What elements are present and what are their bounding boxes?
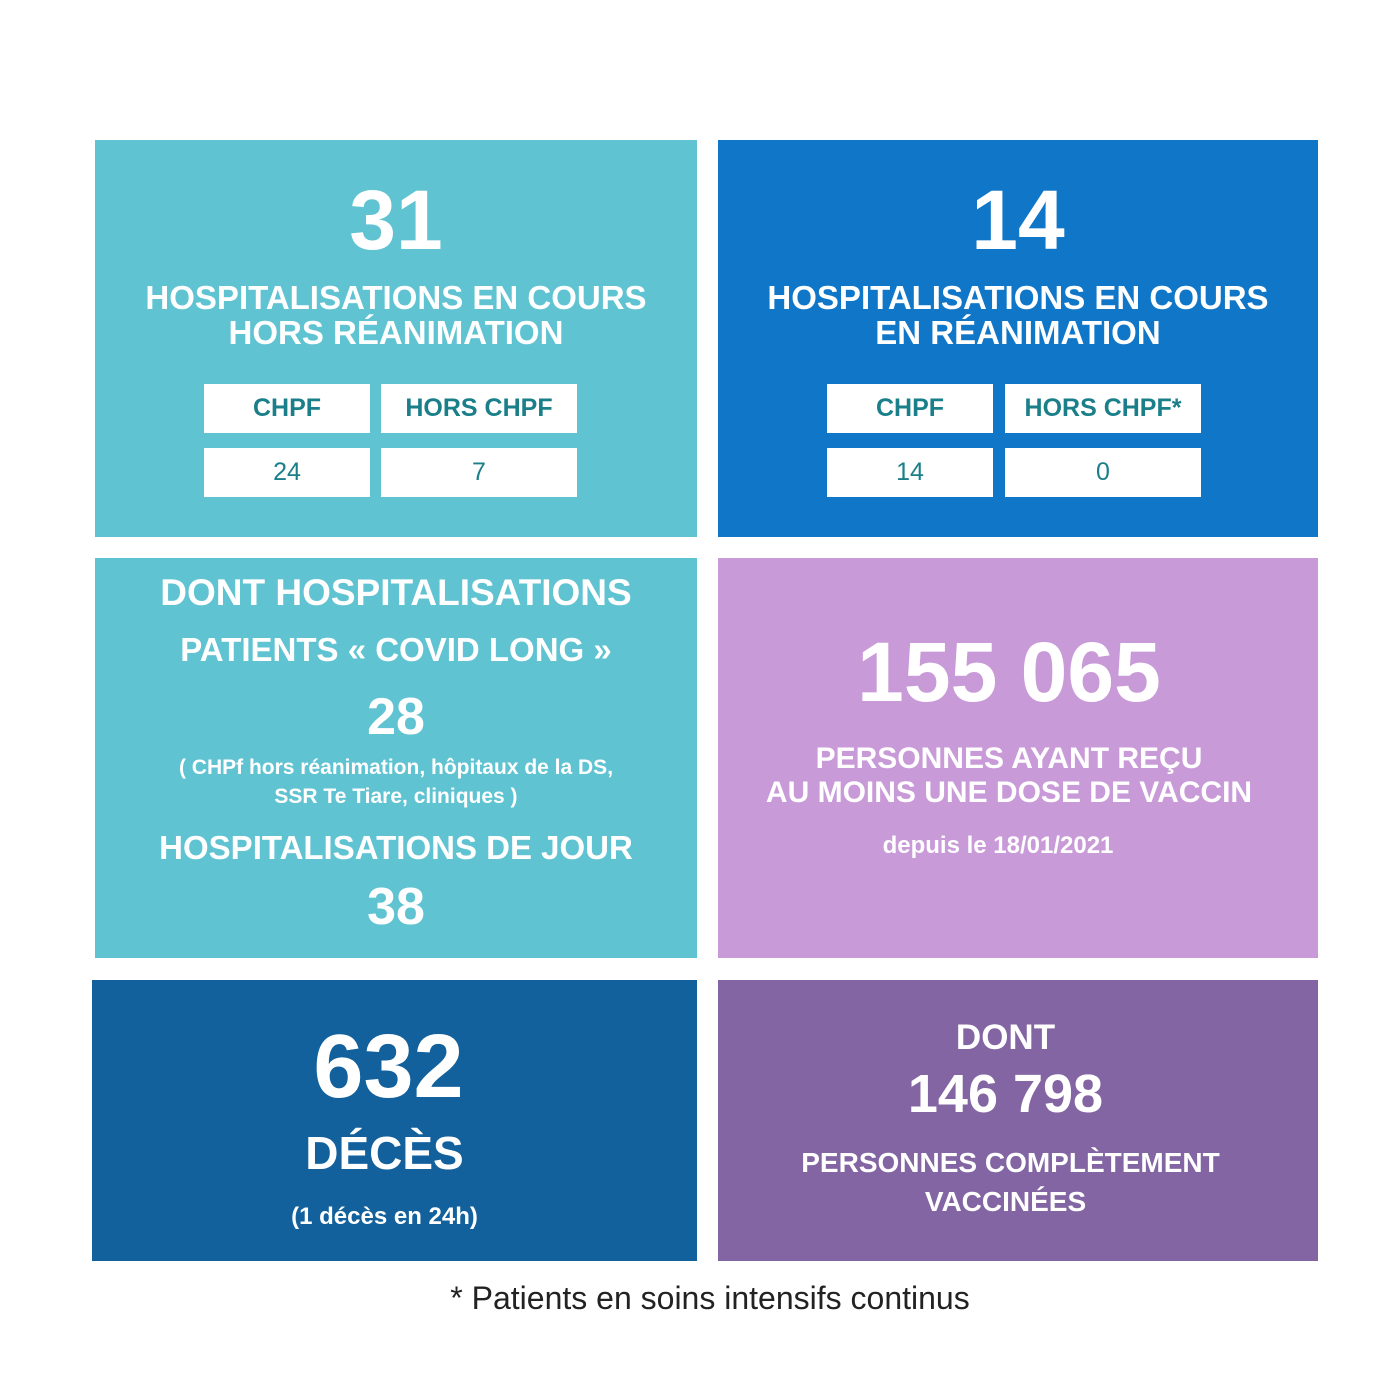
footnote: * Patients en soins intensifs continus <box>450 1280 970 1316</box>
rea-header-hors-chpf: HORS CHPF* <box>1005 384 1201 433</box>
rea-title-line2: EN RÉANIMATION <box>875 314 1161 351</box>
covid-long-line1: DONT HOSPITALISATIONS <box>160 572 632 613</box>
tile-covid-long: DONT HOSPITALISATIONS PATIENTS « COVID L… <box>95 558 697 958</box>
rea-value-chpf: 14 <box>827 448 993 497</box>
hors-rea-value-chpf: 24 <box>204 448 370 497</box>
hospitalisations-de-jour-label: HOSPITALISATIONS DE JOUR <box>159 829 633 866</box>
vaccin-complet-line2: VACCINÉES <box>924 1186 1087 1217</box>
vaccin-une-dose-count: 155 065 <box>857 625 1161 719</box>
vaccin-depuis-date: depuis le 18/01/2021 <box>882 832 1114 859</box>
vaccin-complet-line1: PERSONNES COMPLÈTEMENT <box>801 1147 1220 1178</box>
hors-rea-value-hors-chpf: 7 <box>381 448 577 497</box>
covid-long-note-line1: ( CHPf hors réanimation, hôpitaux de la … <box>178 756 614 779</box>
deces-24h-note: (1 décès en 24h) <box>291 1203 478 1230</box>
vaccin-complet-prefix: DONT <box>955 1018 1056 1057</box>
hospitalisations-de-jour-count: 38 <box>367 878 425 936</box>
vaccin-une-dose-line1: PERSONNES AYANT REÇU <box>815 742 1203 775</box>
tile-deces: 632 DÉCÈS (1 décès en 24h) <box>92 980 697 1261</box>
tile-hospitalisations-hors-reanimation: 31 HOSPITALISATIONS EN COURS HORS RÉANIM… <box>95 140 697 537</box>
tile-hospitalisations-reanimation: 14 HOSPITALISATIONS EN COURS EN RÉANIMAT… <box>718 140 1318 537</box>
covid-long-count: 28 <box>367 688 425 746</box>
covid-long-line2: PATIENTS « COVID LONG » <box>180 631 612 668</box>
hors-rea-count: 31 <box>349 173 443 267</box>
deces-label: DÉCÈS <box>305 1127 464 1179</box>
deces-count: 632 <box>313 1017 464 1117</box>
tile-vaccination-complete: DONT 146 798 PERSONNES COMPLÈTEMENT VACC… <box>718 980 1318 1261</box>
hors-rea-title-line1: HOSPITALISATIONS EN COURS <box>145 279 647 316</box>
covid-long-note-line2: SSR Te Tiare, cliniques ) <box>274 785 518 808</box>
hors-rea-title-line2: HORS RÉANIMATION <box>228 314 564 351</box>
vaccin-une-dose-line2: AU MOINS UNE DOSE DE VACCIN <box>765 776 1253 809</box>
vaccin-complet-count: 146 798 <box>907 1064 1104 1124</box>
hors-rea-header-hors-chpf: HORS CHPF <box>381 384 577 433</box>
rea-count: 14 <box>971 173 1065 267</box>
tile-vaccination-une-dose: 155 065 PERSONNES AYANT REÇU AU MOINS UN… <box>718 558 1318 958</box>
rea-value-hors-chpf: 0 <box>1005 448 1201 497</box>
hors-rea-header-chpf: CHPF <box>204 384 370 433</box>
rea-header-chpf: CHPF <box>827 384 993 433</box>
rea-title-line1: HOSPITALISATIONS EN COURS <box>767 279 1269 316</box>
